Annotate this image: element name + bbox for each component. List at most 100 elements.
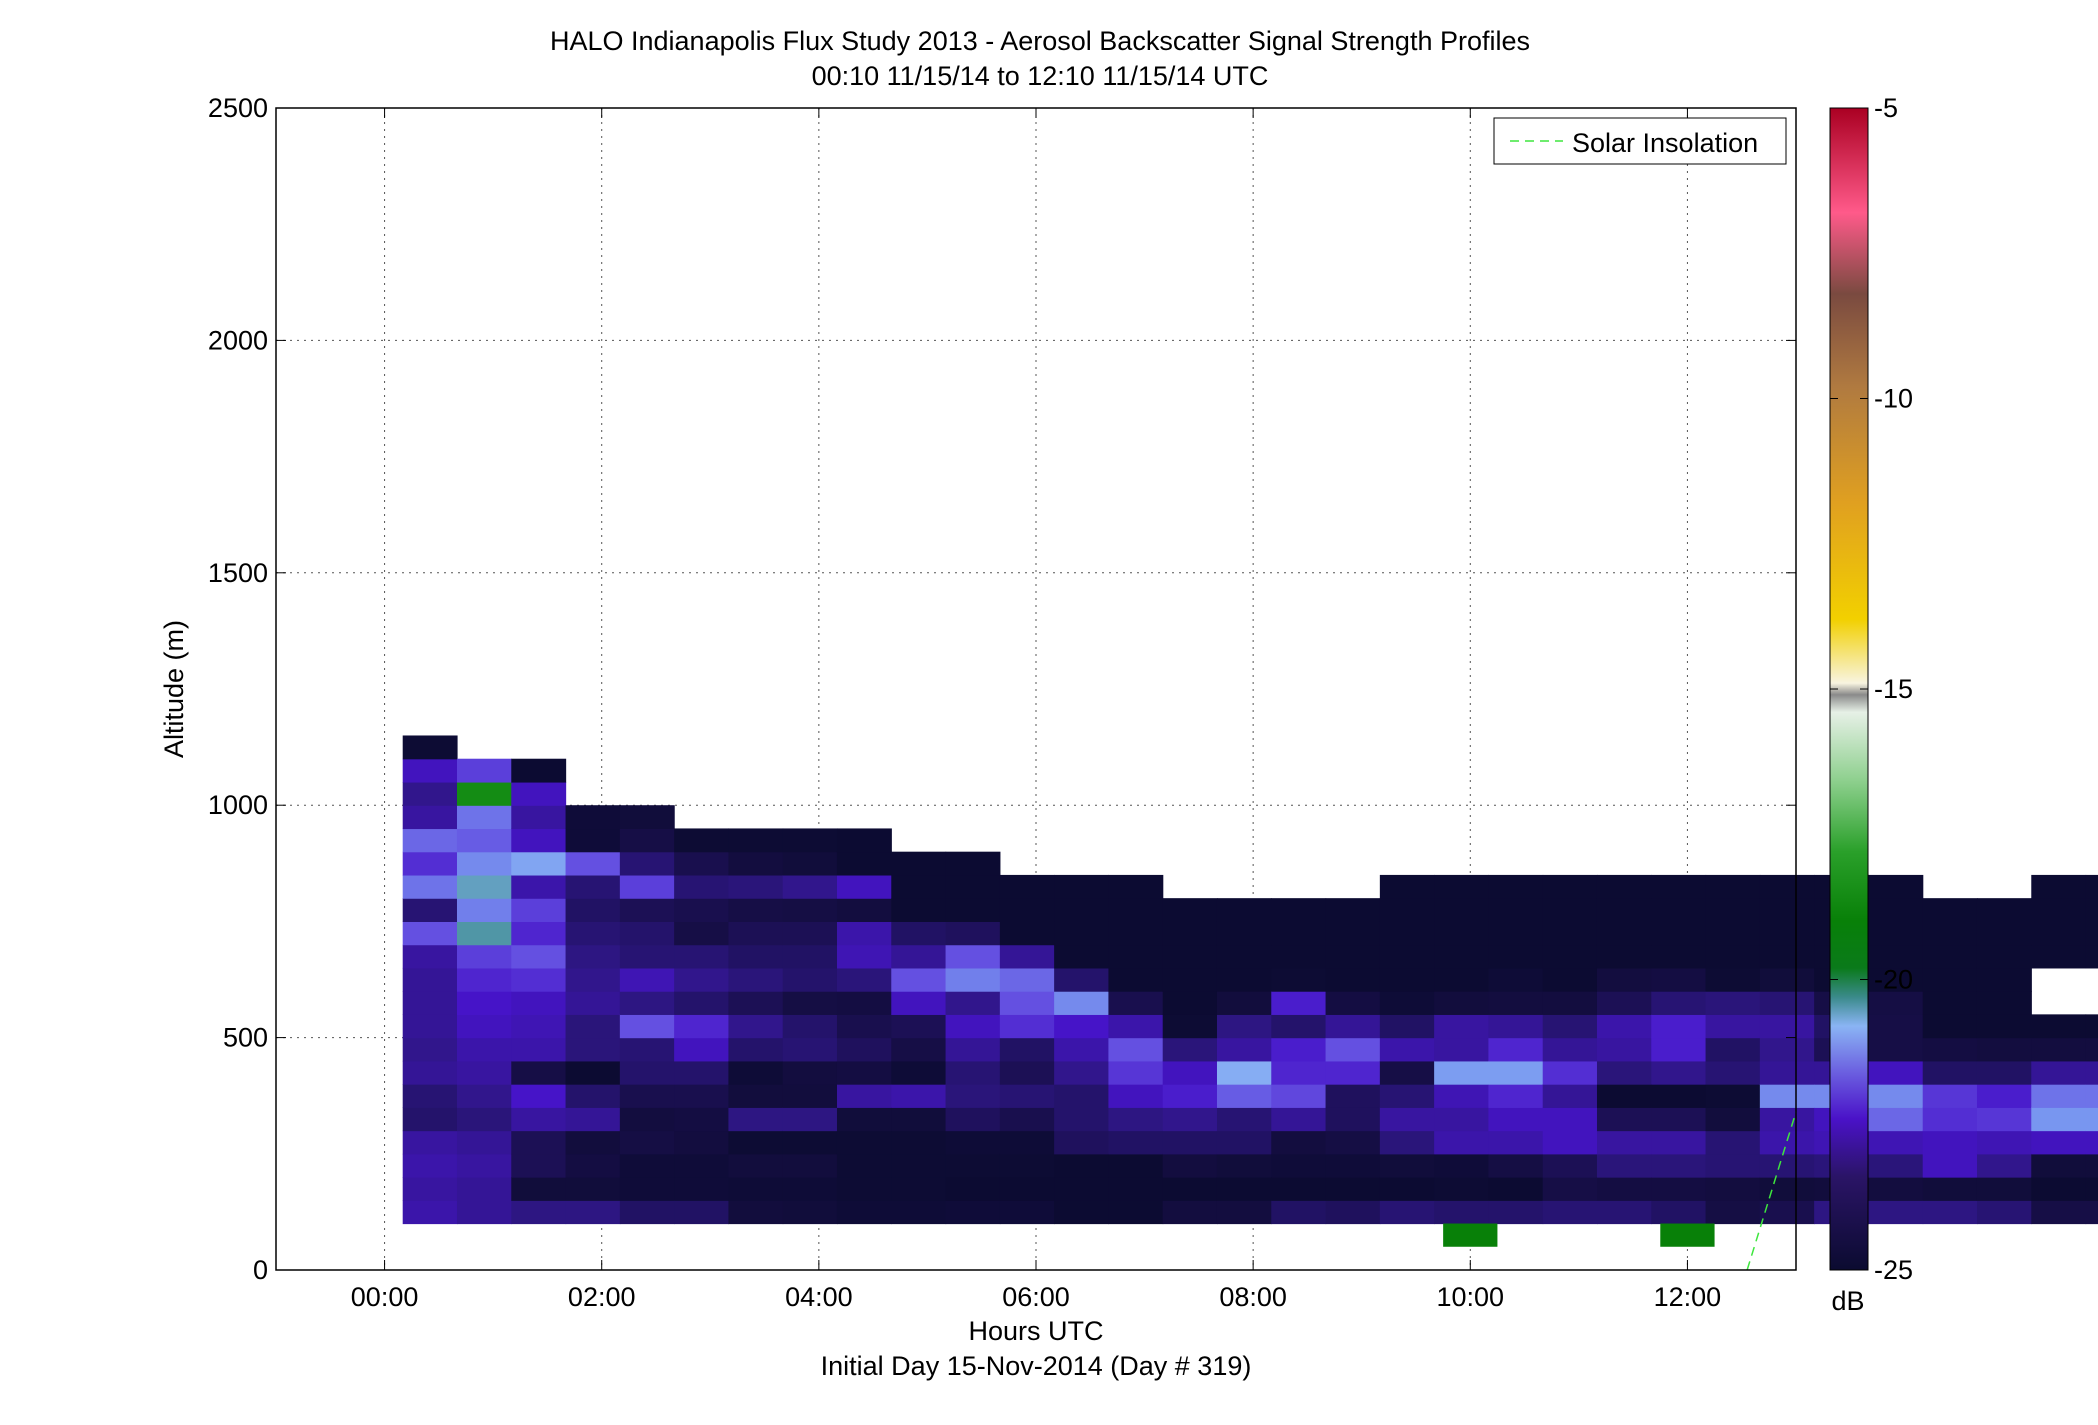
heatmap-cell bbox=[1705, 1037, 1761, 1062]
heatmap-cell bbox=[1108, 967, 1164, 992]
heatmap-cell bbox=[891, 1014, 947, 1039]
heatmap-cell bbox=[1651, 1014, 1707, 1039]
heatmap-cell bbox=[999, 944, 1055, 969]
heatmap-cell bbox=[836, 1084, 892, 1108]
heatmap-cell bbox=[402, 851, 458, 876]
heatmap-cell bbox=[511, 851, 567, 876]
heatmap-cell bbox=[1542, 921, 1598, 946]
heatmap-cell bbox=[456, 1153, 512, 1178]
heatmap-cell bbox=[565, 1060, 621, 1085]
heatmap-cell bbox=[782, 1014, 838, 1039]
heatmap-cell bbox=[1054, 874, 1110, 899]
heatmap-cell bbox=[1651, 991, 1707, 1015]
heatmap-cell bbox=[402, 735, 458, 760]
heatmap-cell bbox=[565, 1177, 621, 1201]
heatmap-cell bbox=[1216, 921, 1272, 946]
heatmap-cell bbox=[1596, 1060, 1652, 1085]
heatmap-cell bbox=[1379, 1037, 1435, 1062]
heatmap-cell bbox=[1759, 1177, 1815, 1201]
heatmap-cell bbox=[2085, 1153, 2098, 1178]
heatmap-cell bbox=[782, 921, 838, 946]
heatmap-cell bbox=[1596, 921, 1652, 946]
heatmap-cell bbox=[1108, 921, 1164, 946]
heatmap-cell bbox=[511, 991, 567, 1015]
heatmap-cell bbox=[1325, 1130, 1381, 1155]
heatmap-cell bbox=[1759, 921, 1815, 946]
heatmap-cell bbox=[456, 758, 512, 783]
heatmap-cell bbox=[1379, 898, 1435, 922]
heatmap-cell bbox=[674, 851, 730, 876]
heatmap-cell bbox=[1868, 898, 1924, 922]
heatmap-cell bbox=[456, 1107, 512, 1132]
heatmap-cell bbox=[2031, 944, 2087, 969]
heatmap-cell bbox=[619, 1060, 675, 1085]
heatmap-cell bbox=[2085, 1200, 2098, 1225]
heatmap-cell bbox=[1162, 1177, 1218, 1201]
heatmap-cell bbox=[836, 828, 892, 853]
heatmap-cell bbox=[1542, 967, 1598, 992]
heatmap-cell bbox=[1216, 1107, 1272, 1132]
heatmap-cell bbox=[2031, 1200, 2087, 1225]
heatmap-cell bbox=[1162, 1130, 1218, 1155]
heatmap-cell bbox=[891, 851, 947, 876]
heatmap-cell bbox=[1488, 1130, 1544, 1155]
heatmap-cell bbox=[1162, 944, 1218, 969]
heatmap-cell bbox=[1162, 898, 1218, 922]
heatmap-cell bbox=[402, 991, 458, 1015]
heatmap-cell bbox=[1542, 944, 1598, 969]
heatmap-cell bbox=[1054, 1084, 1110, 1108]
heatmap-cell bbox=[674, 828, 730, 853]
heatmap-cell bbox=[456, 1084, 512, 1108]
heatmap-cell bbox=[999, 991, 1055, 1015]
heatmap-cell bbox=[1868, 1177, 1924, 1201]
x-tick-label: 04:00 bbox=[785, 1282, 853, 1312]
heatmap-cell bbox=[1216, 991, 1272, 1015]
heatmap-cell bbox=[674, 1084, 730, 1108]
heatmap-cell bbox=[674, 967, 730, 992]
y-tick-label: 1500 bbox=[208, 558, 268, 588]
heatmap-cell bbox=[1379, 1060, 1435, 1085]
heatmap-cell bbox=[1054, 921, 1110, 946]
heatmap-cell bbox=[1325, 1084, 1381, 1108]
heatmap-cell bbox=[836, 1060, 892, 1085]
heatmap-cell bbox=[728, 1130, 784, 1155]
heatmap-cell bbox=[1488, 898, 1544, 922]
heatmap-cell bbox=[511, 781, 567, 806]
heatmap-cell bbox=[1542, 1060, 1598, 1085]
heatmap-cell bbox=[565, 944, 621, 969]
x-axis-ticks: 00:00 02:00 04:00 06:00 08:00 10:00 12:00 bbox=[351, 108, 1721, 1312]
heatmap-cell bbox=[1488, 991, 1544, 1015]
heatmap-cell bbox=[1868, 991, 1924, 1015]
heatmap-cell bbox=[619, 874, 675, 899]
heatmap-cell bbox=[565, 921, 621, 946]
heatmap-cell bbox=[1542, 1084, 1598, 1108]
heatmap-cell bbox=[1434, 874, 1490, 899]
heatmap-cell bbox=[511, 1014, 567, 1039]
heatmap-cell bbox=[1868, 1107, 1924, 1132]
x-tick-label: 06:00 bbox=[1002, 1282, 1070, 1312]
heatmap-cell bbox=[782, 1107, 838, 1132]
heatmap-cell bbox=[1759, 1060, 1815, 1085]
heatmap-cell bbox=[511, 805, 567, 830]
heatmap-surface-cell bbox=[1443, 1223, 1498, 1247]
heatmap-cell bbox=[1162, 1084, 1218, 1108]
heatmap-cell bbox=[836, 967, 892, 992]
y-tick-label: 0 bbox=[253, 1255, 268, 1285]
heatmap-cell bbox=[2085, 1014, 2098, 1039]
heatmap-cell bbox=[1434, 1177, 1490, 1201]
heatmap-cell bbox=[999, 1107, 1055, 1132]
heatmap-cell bbox=[836, 991, 892, 1015]
colorbar-tick-label: -5 bbox=[1874, 93, 1898, 123]
heatmap-cell bbox=[945, 851, 1001, 876]
heatmap-cell bbox=[1216, 1200, 1272, 1225]
heatmap-cell bbox=[1596, 1084, 1652, 1108]
heatmap-cell bbox=[1271, 1060, 1327, 1085]
heatmap-cell bbox=[1651, 921, 1707, 946]
x-tick-label: 10:00 bbox=[1436, 1282, 1504, 1312]
heatmap-cell bbox=[1651, 1200, 1707, 1225]
heatmap-cell bbox=[1271, 1177, 1327, 1201]
heatmap-cell bbox=[1976, 1014, 2032, 1039]
heatmap-cell bbox=[1054, 1153, 1110, 1178]
heatmap-cell bbox=[1542, 1037, 1598, 1062]
heatmap-cell bbox=[1325, 898, 1381, 922]
